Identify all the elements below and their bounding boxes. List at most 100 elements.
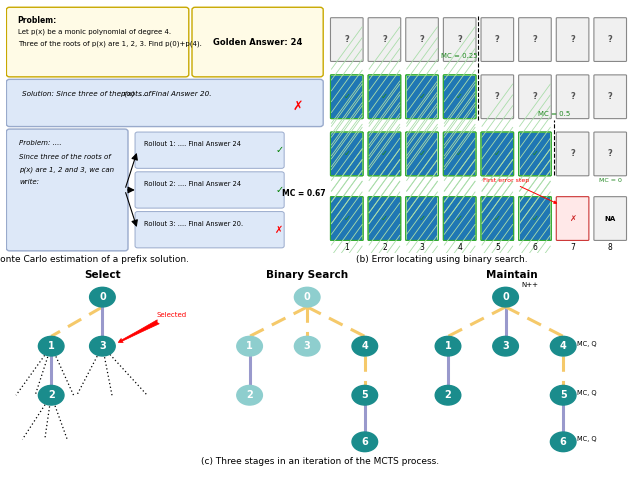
Text: 0: 0 bbox=[304, 292, 310, 302]
Text: ?: ? bbox=[532, 35, 538, 44]
Bar bbox=[520, 197, 550, 239]
Text: ?: ? bbox=[344, 35, 349, 44]
Text: Problem: ....: Problem: .... bbox=[19, 140, 62, 146]
Circle shape bbox=[550, 385, 576, 405]
Text: ✓: ✓ bbox=[456, 92, 463, 101]
FancyBboxPatch shape bbox=[6, 7, 189, 77]
Circle shape bbox=[294, 337, 320, 356]
FancyBboxPatch shape bbox=[192, 7, 323, 77]
FancyBboxPatch shape bbox=[6, 129, 128, 251]
Text: ?: ? bbox=[420, 35, 424, 44]
Bar bbox=[369, 197, 400, 239]
Text: ?: ? bbox=[570, 92, 575, 101]
Text: Maintain: Maintain bbox=[486, 270, 538, 280]
Text: 5: 5 bbox=[495, 243, 500, 251]
FancyBboxPatch shape bbox=[481, 196, 514, 240]
FancyBboxPatch shape bbox=[518, 196, 551, 240]
Text: 2: 2 bbox=[246, 390, 253, 400]
Bar bbox=[482, 133, 513, 175]
Bar bbox=[482, 197, 513, 239]
Text: MC = 0.25: MC = 0.25 bbox=[442, 53, 478, 59]
Text: MC = 0: MC = 0 bbox=[599, 177, 621, 183]
Text: 2: 2 bbox=[48, 390, 54, 400]
Text: .... Final Answer 20.: .... Final Answer 20. bbox=[138, 90, 211, 97]
Text: 1: 1 bbox=[246, 341, 253, 351]
Text: NA: NA bbox=[605, 216, 616, 221]
Circle shape bbox=[352, 337, 378, 356]
Text: 1: 1 bbox=[344, 243, 349, 251]
Text: N++: N++ bbox=[522, 282, 539, 288]
FancyBboxPatch shape bbox=[556, 132, 589, 176]
Text: ?: ? bbox=[608, 92, 612, 101]
Text: ?: ? bbox=[382, 35, 387, 44]
Text: ?: ? bbox=[570, 150, 575, 158]
Text: ✗: ✗ bbox=[569, 214, 576, 223]
Text: 3: 3 bbox=[99, 341, 106, 351]
Text: Rollout 1: .... Final Answer 24: Rollout 1: .... Final Answer 24 bbox=[144, 141, 241, 148]
FancyBboxPatch shape bbox=[444, 132, 476, 176]
Text: ✓: ✓ bbox=[275, 185, 284, 195]
Circle shape bbox=[493, 287, 518, 307]
Text: ✓: ✓ bbox=[419, 214, 426, 223]
Circle shape bbox=[90, 337, 115, 356]
Text: 2: 2 bbox=[445, 390, 451, 400]
Text: ✓: ✓ bbox=[456, 214, 463, 223]
Circle shape bbox=[38, 385, 64, 405]
FancyBboxPatch shape bbox=[481, 75, 514, 119]
Text: MC, Q: MC, Q bbox=[577, 341, 597, 347]
Text: ✓: ✓ bbox=[531, 214, 538, 223]
Text: 1: 1 bbox=[445, 341, 451, 351]
Text: Select: Select bbox=[84, 270, 121, 280]
Bar bbox=[444, 197, 475, 239]
FancyBboxPatch shape bbox=[368, 75, 401, 119]
Circle shape bbox=[294, 287, 320, 307]
Text: p(x): p(x) bbox=[120, 90, 134, 97]
FancyBboxPatch shape bbox=[518, 132, 551, 176]
FancyBboxPatch shape bbox=[481, 132, 514, 176]
Text: Let p(x) be a monic polynomial of degree 4.: Let p(x) be a monic polynomial of degree… bbox=[18, 28, 171, 35]
FancyBboxPatch shape bbox=[135, 172, 284, 208]
Text: 5: 5 bbox=[560, 390, 566, 400]
Text: 8: 8 bbox=[608, 243, 612, 251]
Text: ?: ? bbox=[608, 35, 612, 44]
Bar bbox=[369, 76, 400, 118]
Bar bbox=[332, 133, 362, 175]
FancyBboxPatch shape bbox=[444, 196, 476, 240]
Text: Binary Search: Binary Search bbox=[266, 270, 348, 280]
Text: 6: 6 bbox=[560, 437, 566, 447]
Text: ✓: ✓ bbox=[419, 150, 426, 158]
Bar bbox=[332, 76, 362, 118]
Text: 5: 5 bbox=[362, 390, 368, 400]
Text: p(x) are 1, 2 and 3, we can: p(x) are 1, 2 and 3, we can bbox=[19, 166, 115, 173]
Circle shape bbox=[435, 385, 461, 405]
Bar bbox=[332, 197, 362, 239]
Bar bbox=[406, 197, 437, 239]
Text: 0: 0 bbox=[99, 292, 106, 302]
Text: ✓: ✓ bbox=[275, 145, 284, 155]
Text: ?: ? bbox=[495, 92, 500, 101]
FancyBboxPatch shape bbox=[481, 18, 514, 62]
FancyBboxPatch shape bbox=[6, 79, 323, 127]
FancyBboxPatch shape bbox=[368, 196, 401, 240]
Text: 3: 3 bbox=[420, 243, 424, 251]
FancyBboxPatch shape bbox=[594, 132, 627, 176]
Text: Problem:: Problem: bbox=[18, 16, 57, 25]
Text: ✓: ✓ bbox=[381, 150, 388, 158]
FancyBboxPatch shape bbox=[406, 132, 438, 176]
Text: ?: ? bbox=[570, 35, 575, 44]
Text: MC, Q: MC, Q bbox=[577, 390, 597, 396]
Text: Golden Answer: 24: Golden Answer: 24 bbox=[213, 38, 302, 46]
FancyBboxPatch shape bbox=[556, 196, 589, 240]
Text: ✓: ✓ bbox=[456, 150, 463, 158]
FancyBboxPatch shape bbox=[594, 18, 627, 62]
Circle shape bbox=[237, 385, 262, 405]
Circle shape bbox=[352, 385, 378, 405]
Text: 7: 7 bbox=[570, 243, 575, 251]
FancyBboxPatch shape bbox=[518, 75, 551, 119]
FancyBboxPatch shape bbox=[406, 75, 438, 119]
Text: ✓: ✓ bbox=[531, 150, 538, 158]
Text: ✓: ✓ bbox=[381, 214, 388, 223]
Text: ?: ? bbox=[532, 92, 538, 101]
Text: ?: ? bbox=[608, 150, 612, 158]
Circle shape bbox=[90, 287, 115, 307]
